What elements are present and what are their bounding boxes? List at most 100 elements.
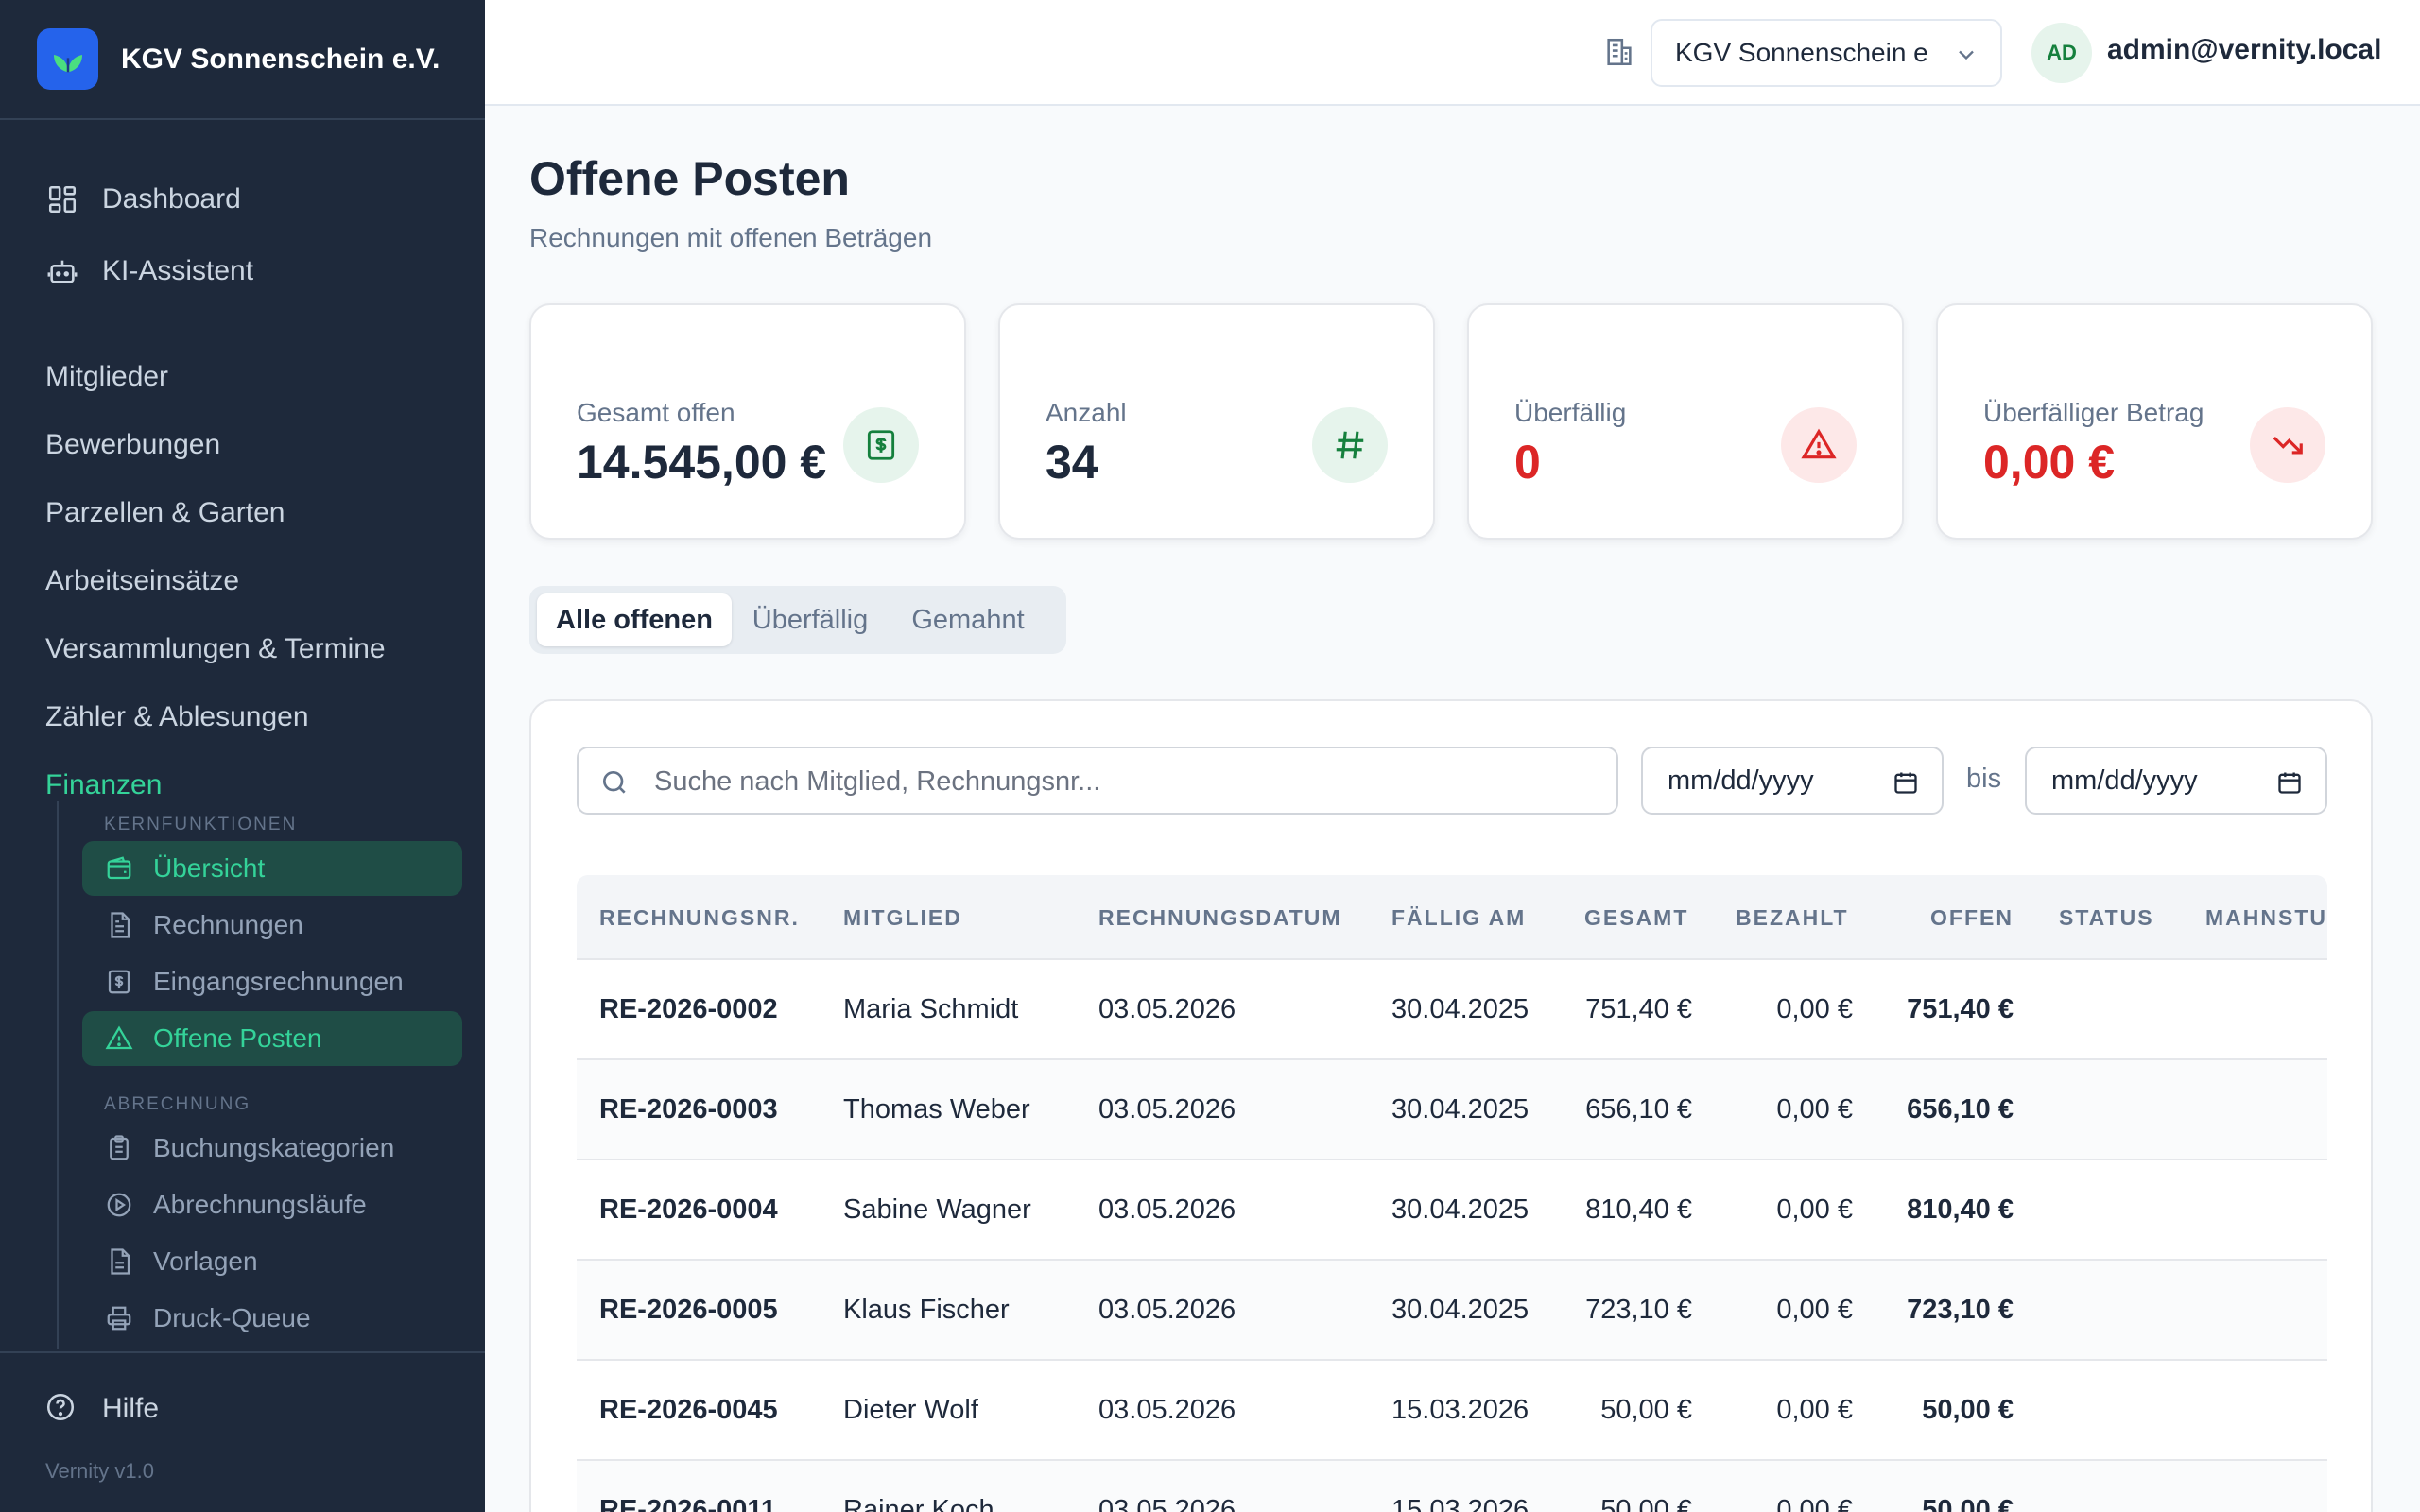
table-cell: 751,40 € [1585, 994, 1692, 1024]
subnav-item-uebersicht[interactable]: Übersicht [82, 841, 462, 896]
document-icon [103, 909, 135, 941]
date-from-value: mm/dd/yyyy [1668, 765, 1814, 796]
stat-label: Anzahl [1046, 398, 1127, 427]
nav-section-versammlungen[interactable]: Versammlungen & Termine [45, 633, 386, 664]
stat-card-ueberfaelliger-betrag: Überfälliger Betrag 0,00 € [1936, 303, 2373, 540]
table-row[interactable]: RE-2026-0045 Dieter Wolf 03.05.2026 15.03.2… [577, 1361, 2327, 1461]
open-items-panel: mm/dd/yyyy bis mm/dd/yyyy RECHNUNGSNR. M… [529, 699, 2373, 1512]
search-box [577, 747, 1618, 815]
calendar-icon[interactable] [1893, 769, 1919, 796]
nav-item-label: Dashboard [102, 183, 241, 215]
table-cell: 50,00 € [1600, 1495, 1692, 1512]
version-label: Vernity v1.0 [45, 1459, 154, 1483]
trending-down-icon [2250, 407, 2325, 483]
table-row[interactable]: RE-2026-0003 Thomas Weber 03.05.2026 30.04.… [577, 1060, 2327, 1160]
page-subtitle: Rechnungen mit offenen Beträgen [529, 223, 933, 252]
stat-value: 34 [1046, 436, 1098, 489]
table-cell: 30.04.2025 [1392, 1194, 1530, 1225]
table-cell: 810,40 € [1585, 1194, 1692, 1225]
table-cell: 15.03.2026 [1392, 1495, 1530, 1512]
nav-section-arbeitseinsaetze[interactable]: Arbeitseinsätze [45, 565, 240, 596]
column-header[interactable]: MITGLIED [843, 905, 962, 930]
table-cell: 810,40 € [1907, 1194, 2014, 1225]
column-header[interactable]: GESAMT [1584, 905, 1689, 930]
table-row[interactable]: RE-2026-0004 Sabine Wagner 03.05.2026 30.04… [577, 1160, 2327, 1261]
filter-tabs: Alle offenen Überfällig Gemahnt [529, 586, 1066, 654]
table-cell: Klaus Fischer [843, 1295, 1010, 1325]
subnav-finanzen: KERNFUNKTIONEN Übersicht Rechnungen Eing… [57, 801, 473, 1349]
brand[interactable]: KGV Sonnenschein e.V. [0, 0, 485, 120]
table-cell: 03.05.2026 [1098, 994, 1236, 1024]
subnav-item-rechnungen[interactable]: Rechnungen [82, 898, 462, 953]
help-link[interactable]: Hilfe [0, 1353, 485, 1465]
nav-section-mitglieder[interactable]: Mitglieder [45, 361, 169, 392]
subnav-item-label: Buchungskategorien [153, 1133, 395, 1162]
subnav-item-label: Druck-Queue [153, 1303, 311, 1332]
topbar: KGV Sonnenschein e.V. AD admin@vernity.l… [485, 0, 2420, 106]
nav-item-ki-assistent[interactable]: KI-Assistent [0, 235, 485, 307]
column-header[interactable]: MAHNSTU [2205, 905, 2327, 930]
nav-section-finanzen[interactable]: Finanzen [45, 769, 163, 800]
stat-label: Überfällig [1514, 398, 1627, 427]
date-to-input[interactable]: mm/dd/yyyy [2025, 747, 2327, 815]
column-header[interactable]: RECHNUNGSDATUM [1098, 905, 1342, 930]
subnav-item-buchungskategorien[interactable]: Buchungskategorien [82, 1121, 462, 1176]
table-cell: RE-2026-0045 [599, 1395, 778, 1425]
warning-icon [103, 1022, 135, 1055]
tab-alle-offenen[interactable]: Alle offenen [537, 593, 732, 646]
table-cell: RE-2026-0004 [599, 1194, 778, 1225]
search-input[interactable] [654, 758, 1599, 805]
nav-section-bewerbungen[interactable]: Bewerbungen [45, 429, 221, 460]
subnav-item-label: Rechnungen [153, 910, 303, 939]
table-cell: 723,10 € [1907, 1295, 2014, 1325]
calendar-icon[interactable] [2276, 769, 2303, 796]
table-cell: 656,10 € [1907, 1094, 2014, 1125]
subnav-item-label: Offene Posten [153, 1023, 322, 1053]
table-cell: 656,10 € [1585, 1094, 1692, 1125]
nav-section-zaehler[interactable]: Zähler & Ablesungen [45, 701, 309, 732]
subnav-item-offene-posten[interactable]: Offene Posten [82, 1011, 462, 1066]
column-header[interactable]: STATUS [2059, 905, 2154, 930]
table-cell: 03.05.2026 [1098, 1395, 1236, 1425]
help-label: Hilfe [102, 1393, 160, 1424]
hash-icon [1312, 407, 1388, 483]
table-row[interactable]: RE-2026-0011 Rainer Koch 03.05.2026 15.03.2… [577, 1461, 2327, 1512]
tab-gemahnt[interactable]: Gemahnt [911, 604, 1025, 635]
stat-value: 14.545,00 € [577, 436, 827, 489]
table-cell: 30.04.2025 [1392, 994, 1530, 1024]
tab-ueberfaellig[interactable]: Überfällig [752, 604, 869, 635]
subnav-item-vorlagen[interactable]: Vorlagen [82, 1234, 462, 1289]
leaf-logo-icon [37, 28, 98, 90]
column-header[interactable]: RECHNUNGSNR. [599, 905, 800, 930]
help-circle-icon [44, 1391, 80, 1427]
subnav-item-abrechnungslaeufe[interactable]: Abrechnungsläufe [82, 1177, 462, 1232]
organization-select[interactable]: KGV Sonnenschein e.V. [1651, 19, 2002, 87]
nav-item-dashboard[interactable]: Dashboard [0, 163, 485, 235]
table-row[interactable]: RE-2026-0002 Maria Schmidt 03.05.2026 30.04… [577, 960, 2327, 1060]
sidebar-footer: Hilfe [0, 1351, 485, 1465]
date-from-input[interactable]: mm/dd/yyyy [1641, 747, 1944, 815]
stat-card-anzahl: Anzahl 34 [998, 303, 1435, 540]
nav-section-parzellen[interactable]: Parzellen & Garten [45, 497, 285, 528]
clipboard-icon [103, 1132, 135, 1164]
nav-top: Dashboard KI-Assistent [0, 120, 485, 307]
printer-icon [103, 1302, 135, 1334]
column-header[interactable]: BEZAHLT [1736, 905, 1849, 930]
avatar[interactable]: AD [2031, 23, 2092, 83]
subnav-group-heading: KERNFUNKTIONEN [104, 815, 298, 834]
column-header[interactable]: FÄLLIG AM [1392, 905, 1527, 930]
stat-value: 0,00 € [1983, 436, 2116, 489]
stat-label: Gesamt offen [577, 398, 735, 427]
robot-icon [44, 253, 80, 289]
table-row[interactable]: RE-2026-0005 Klaus Fischer 03.05.2026 30.04… [577, 1261, 2327, 1361]
column-header[interactable]: OFFEN [1930, 905, 2014, 930]
subnav-item-druck-queue[interactable]: Druck-Queue [82, 1291, 462, 1346]
play-circle-icon [103, 1189, 135, 1221]
wallet-icon [103, 852, 135, 885]
subnav-item-eingangsrechnungen[interactable]: Eingangsrechnungen [82, 954, 462, 1009]
table-header: RECHNUNGSNR. MITGLIED RECHNUNGSDATUM FÄL… [577, 875, 2327, 960]
document-icon [103, 1246, 135, 1278]
user-email[interactable]: admin@vernity.local [2107, 34, 2382, 65]
table-cell: 0,00 € [1776, 1395, 1853, 1425]
table-cell: Thomas Weber [843, 1094, 1030, 1125]
